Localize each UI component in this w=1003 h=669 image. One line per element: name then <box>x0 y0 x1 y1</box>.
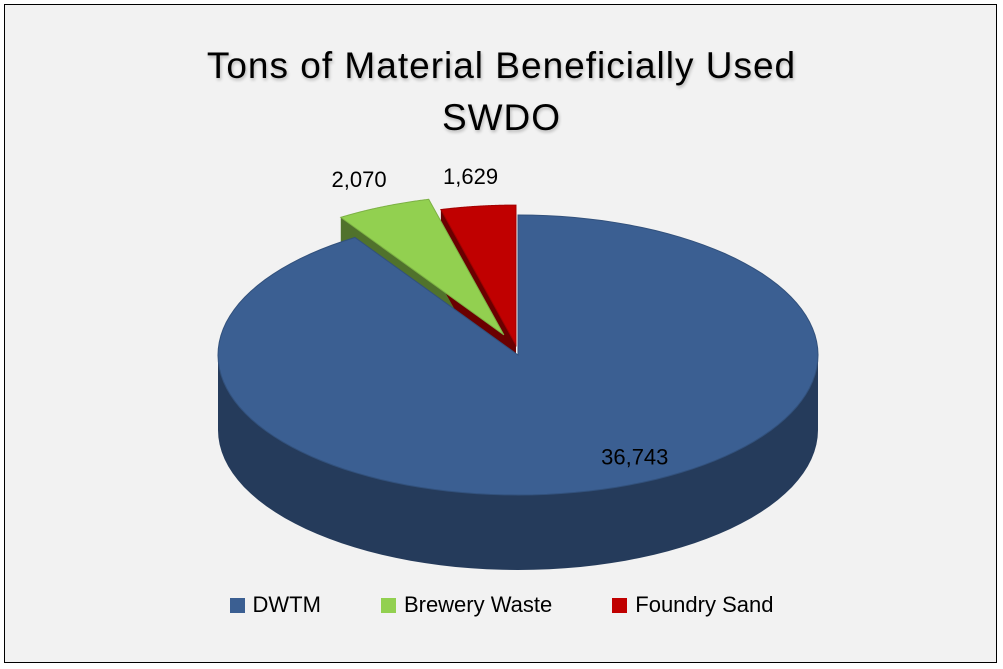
slice-side <box>218 355 818 570</box>
legend-swatch <box>380 597 396 613</box>
legend-label: Brewery Waste <box>403 592 553 617</box>
legend: DWTM Brewery Waste Foundry Sand <box>0 592 1003 618</box>
legend-label: Foundry Sand <box>635 592 774 617</box>
legend-item: Foundry Sand <box>612 592 773 618</box>
legend-swatch <box>229 597 245 613</box>
legend-label: DWTM <box>252 592 321 617</box>
slice <box>339 198 505 336</box>
legend-item: Brewery Waste <box>380 592 553 618</box>
legend-item: DWTM <box>229 592 321 618</box>
data-label: 2,070 <box>332 167 387 192</box>
legend-swatch <box>612 597 628 613</box>
data-label: 1,629 <box>443 164 498 189</box>
chart-title: Tons of Material Beneficially Used SWDO <box>206 45 797 138</box>
data-label: 36,743 <box>601 445 668 470</box>
slice <box>217 214 819 496</box>
slice <box>440 204 517 348</box>
